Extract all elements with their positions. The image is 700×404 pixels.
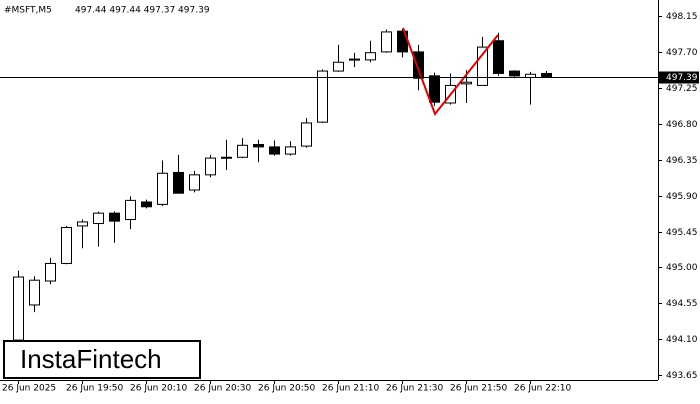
logo-box	[3, 340, 201, 379]
x-tick-label: 26 Jun 22:10	[514, 384, 571, 394]
candle-body	[525, 73, 536, 78]
x-tick-label: 26 Jun 21:30	[386, 384, 443, 394]
candle-body	[381, 31, 392, 53]
candle-body	[333, 61, 344, 72]
ohlc-label: 497.44 497.44 497.37 497.39	[75, 6, 210, 16]
y-tick-label: 498.15	[666, 12, 698, 22]
candle-body	[301, 122, 312, 147]
x-tick-label: 26 Jun 21:10	[322, 384, 379, 394]
y-tick-label: 497.25	[666, 84, 698, 94]
candle-body	[365, 52, 376, 61]
plot	[13, 28, 552, 343]
x-tick-label: 26 Jun 19:50	[66, 384, 123, 394]
x-tick-label: 26 Jun 21:50	[450, 384, 507, 394]
candle-body	[269, 146, 280, 155]
candle-body	[509, 70, 520, 77]
candle-body	[157, 172, 168, 205]
candle-body	[493, 40, 504, 74]
x-tick-label: 26 Jun 20:10	[130, 384, 187, 394]
candle-body	[237, 144, 248, 158]
candle-body	[317, 70, 328, 123]
x-tick-label: 26 Jun 20:50	[258, 384, 315, 394]
y-tick-label: 495.45	[666, 228, 698, 238]
candle-body	[413, 51, 424, 79]
candle-body	[61, 227, 72, 264]
candle-body	[285, 146, 296, 155]
candle-body	[477, 46, 488, 86]
y-tick-label: 494.10	[666, 335, 698, 345]
candle-body	[429, 75, 440, 103]
candle-body	[253, 144, 264, 148]
candle-body	[29, 279, 40, 306]
candle-body	[221, 156, 232, 159]
candle-body	[77, 221, 88, 227]
last-price-box	[659, 71, 699, 84]
y-tick-label: 493.65	[666, 371, 698, 381]
candle-body	[93, 212, 104, 225]
y-tick-label: 495.90	[666, 192, 698, 202]
logo: InstaFintech	[20, 344, 162, 374]
pattern-line	[402, 27, 499, 117]
candle-body	[189, 174, 200, 191]
candle-body	[45, 262, 56, 282]
candle-body	[141, 201, 152, 208]
candle-body	[461, 81, 472, 85]
candle-body	[541, 72, 552, 78]
candle-body	[125, 199, 136, 221]
y-tick-label: 496.35	[666, 156, 698, 166]
y-tick-label: 494.55	[666, 299, 698, 309]
candle-body	[109, 212, 120, 222]
candle-body	[173, 171, 184, 194]
x-tick-label: 26 Jun 20:30	[194, 384, 251, 394]
symbol: #MSFT,M5	[4, 6, 52, 16]
candle-body	[13, 276, 24, 341]
x-tick-label: 26 Jun 2025	[2, 384, 56, 394]
y-tick-label: 497.70	[666, 48, 698, 58]
last-price-label: 497.39	[666, 73, 698, 83]
y-tick-label: 495.00	[666, 263, 698, 273]
candle-body	[349, 58, 360, 61]
y-tick-label: 496.80	[666, 120, 698, 130]
candle-body	[205, 157, 216, 176]
